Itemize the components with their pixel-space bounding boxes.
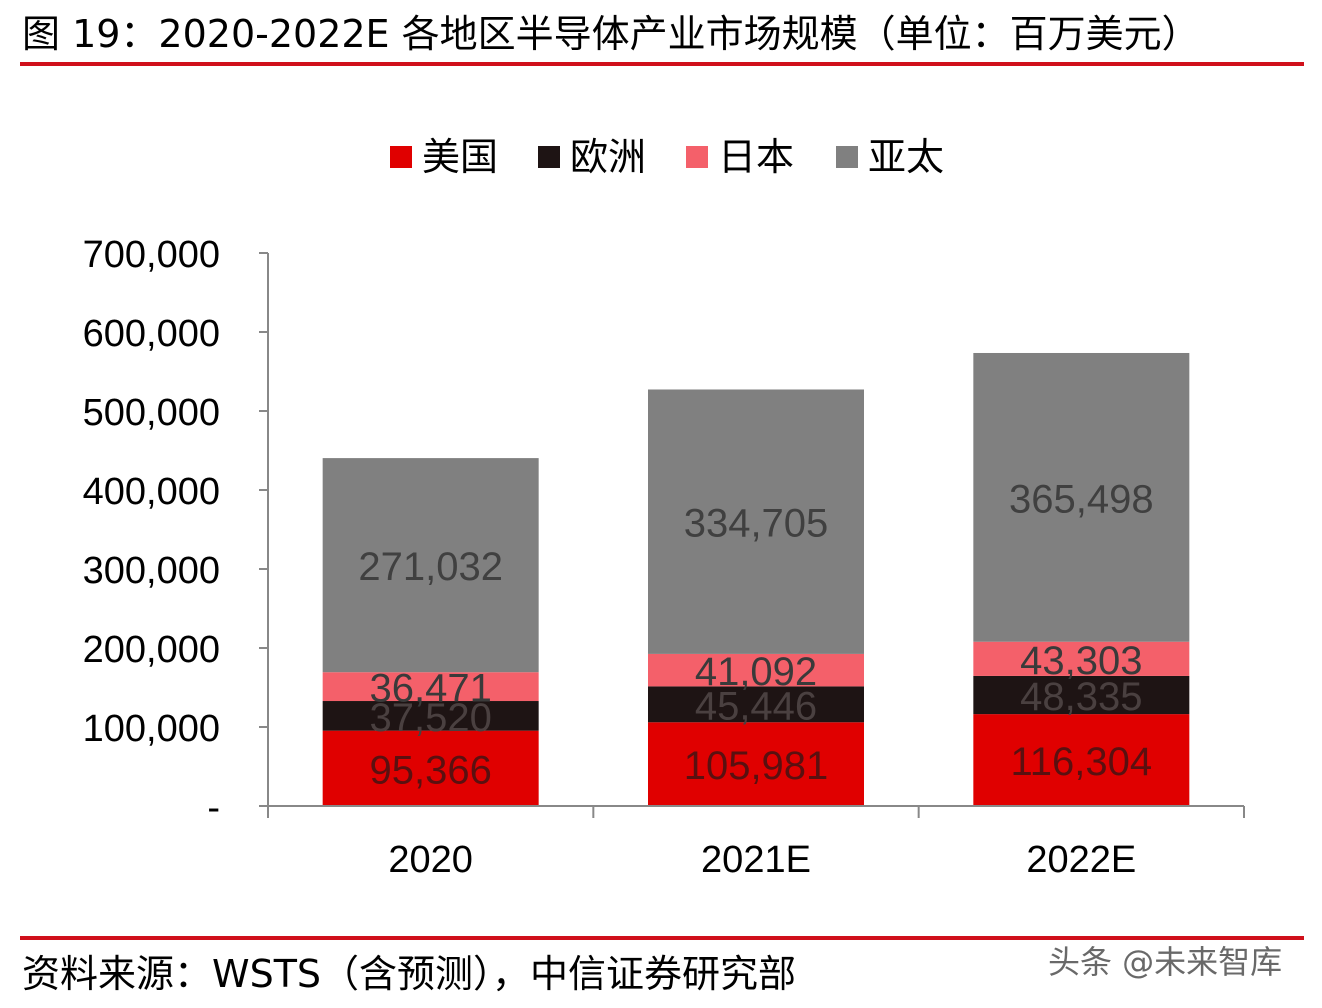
y-tick-label: 400,000 [83, 471, 220, 513]
watermark: 头条 @未来智库 [1048, 943, 1283, 981]
y-tick-label: 200,000 [83, 629, 220, 671]
x-tick-label: 2020 [388, 839, 473, 881]
bar-data-label: 116,304 [1011, 740, 1153, 784]
figure-title: 图 19：2020-2022E 各地区半导体产业市场规模（单位：百万美元） [22, 12, 1200, 56]
bar-data-label: 105,981 [684, 744, 829, 788]
bars [322, 352, 1190, 806]
bar-data-label: 41,092 [695, 650, 817, 694]
legend-swatch [390, 146, 412, 168]
y-axis: - 100,000 200,000 300,000 400,000 500,000 600,… [83, 234, 269, 829]
bar-segment [648, 722, 864, 806]
legend-label: 亚太 [868, 135, 944, 179]
bar-segment [973, 714, 1190, 806]
bar-data-label: 95,366 [369, 748, 491, 792]
x-tick-label: 2021E [701, 839, 811, 881]
bar-segment [648, 389, 864, 654]
bar-data-label: 365,498 [1009, 477, 1154, 521]
x-tick-label: 2022E [1026, 839, 1136, 881]
bar-segment [322, 458, 539, 673]
x-axis: 2020 2021E 2022E [267, 805, 1245, 881]
legend-swatch [686, 146, 708, 168]
y-tick-label: 700,000 [83, 234, 220, 276]
y-tick-label: 300,000 [83, 550, 220, 592]
legend-label: 日本 [718, 135, 794, 179]
bar-segment [973, 675, 1190, 715]
y-tick-label: - [207, 787, 220, 829]
bar-segment [648, 653, 864, 687]
legend-label: 美国 [422, 135, 498, 179]
bar-data-label: 43,303 [1020, 639, 1142, 683]
bar-data-label: 36,471 [369, 667, 491, 711]
legend-label: 欧洲 [570, 135, 646, 179]
chart-legend: 美国 欧洲 日本 亚太 [390, 135, 944, 179]
y-tick-label: 600,000 [83, 313, 220, 355]
legend-swatch [538, 146, 560, 168]
stacked-bar-chart: 美国 欧洲 日本 亚太 - 100,000 200,000 300,000 400,000 50… [83, 135, 1245, 881]
bar-segment [322, 672, 539, 702]
title-rule [20, 62, 1304, 66]
bar-data-label: 37,520 [369, 696, 491, 740]
y-tick-label: 500,000 [83, 392, 220, 434]
bar-data-label: 48,335 [1020, 675, 1142, 719]
bar-segment [973, 352, 1190, 642]
y-tick-label: 100,000 [83, 708, 220, 750]
bar-data-label: 271,032 [358, 545, 503, 589]
legend-swatch [836, 146, 858, 168]
source-note: 资料来源：WSTS（含预测），中信证券研究部 [22, 952, 797, 996]
bar-data-label: 45,446 [695, 684, 817, 728]
bar-segment [322, 730, 539, 806]
bar-segment [322, 701, 539, 731]
bar-segment [648, 686, 864, 723]
bar-segment [973, 641, 1190, 676]
source-rule [20, 936, 1304, 940]
bar-data-label: 334,705 [684, 502, 829, 546]
